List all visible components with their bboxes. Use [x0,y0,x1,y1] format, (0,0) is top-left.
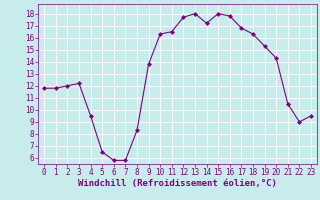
X-axis label: Windchill (Refroidissement éolien,°C): Windchill (Refroidissement éolien,°C) [78,179,277,188]
